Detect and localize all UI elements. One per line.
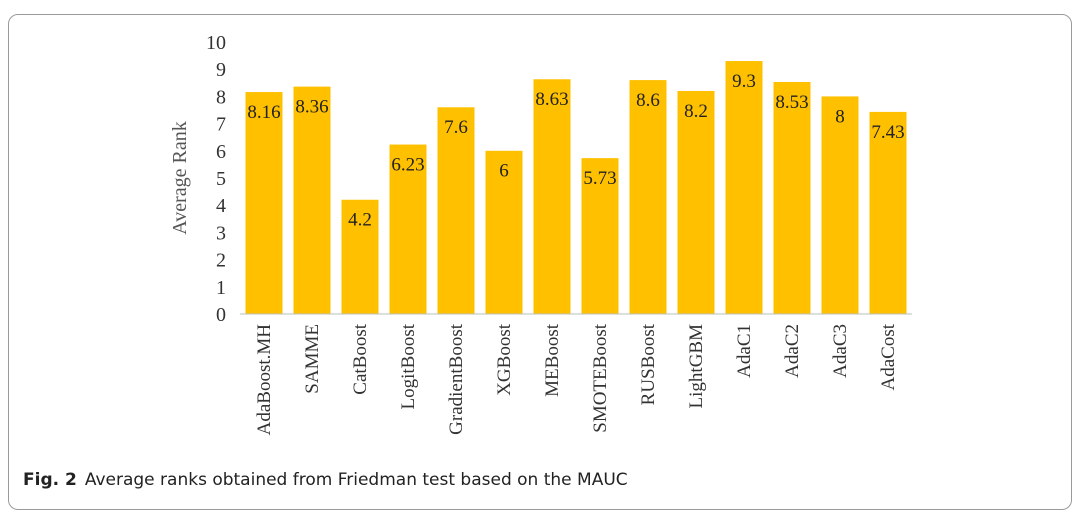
bar-data-label: 8.2 (684, 101, 708, 122)
bar (725, 61, 763, 314)
y-tick-label: 4 (216, 195, 226, 217)
y-tick-label: 2 (216, 250, 226, 272)
y-tick-label: 5 (216, 168, 226, 190)
x-category-label: LogitBoost (398, 323, 419, 409)
bar (581, 158, 619, 314)
bar (773, 81, 811, 314)
y-tick-label: 9 (216, 59, 226, 81)
y-tick-label: 0 (216, 304, 226, 326)
bars (245, 61, 907, 315)
x-category-label: MEBoost (542, 323, 563, 397)
figure-label: Fig. 2 (23, 470, 77, 490)
figure-caption: Fig. 2 Average ranks obtained from Friedm… (23, 470, 628, 490)
bar-data-label: 5.73 (583, 168, 616, 189)
x-category-label: GradientBoost (446, 323, 467, 435)
bar-data-label: 6 (499, 161, 509, 182)
bar (485, 150, 523, 314)
bar-data-label: 8.6 (636, 90, 660, 111)
bar-data-label: 8.63 (535, 89, 568, 110)
bar-data-label: 6.23 (391, 154, 424, 175)
y-axis-ticks: 0 1 2 3 4 5 6 7 8 9 10 (206, 32, 226, 326)
bar (869, 111, 907, 315)
bar (821, 96, 859, 315)
x-category-label: RUSBoost (638, 323, 659, 405)
bar-chart: 0 1 2 3 4 5 6 7 8 9 10 8.16 8.36 4.2 6.23 7.6 6 8.63 5.73… (169, 32, 912, 435)
bar-data-labels: 8.16 8.36 4.2 6.23 7.6 6 8.63 5.73 8.6 8.2 9.3 8.53… (247, 71, 904, 231)
x-category-label: AdaC1 (734, 324, 755, 378)
y-axis-title: Average Rank (169, 121, 191, 234)
bar (341, 199, 379, 314)
bar-data-label: 8.36 (295, 96, 328, 117)
bar-data-label: 8.16 (247, 102, 280, 123)
caption-text: Average ranks obtained from Friedman tes… (84, 470, 628, 490)
x-category-label: AdaBoost.MH (254, 324, 275, 436)
x-category-label: XGBoost (494, 323, 515, 396)
bar (437, 107, 475, 314)
bar (245, 92, 283, 314)
bar (533, 79, 571, 314)
y-tick-label: 8 (216, 86, 226, 108)
y-tick-label: 6 (216, 141, 226, 163)
x-category-label: LightGBM (686, 324, 707, 409)
bar (629, 80, 667, 314)
y-tick-label: 3 (216, 222, 226, 244)
y-tick-label: 10 (206, 32, 226, 54)
x-axis-category-labels: AdaBoost.MH SAMME CatBoost LogitBoost Gradie… (254, 323, 899, 435)
x-category-label: AdaC3 (830, 324, 851, 378)
x-category-label: SAMME (302, 324, 323, 394)
x-category-label: SMOTEBoost (590, 323, 611, 432)
bar-data-label: 9.3 (732, 71, 756, 92)
x-category-label: AdaC2 (782, 324, 803, 378)
bar-data-label: 8.53 (775, 92, 808, 113)
bar (677, 90, 715, 315)
x-category-label: CatBoost (350, 323, 371, 394)
bar-data-label: 7.43 (871, 122, 904, 143)
bar (293, 86, 331, 314)
bar-data-label: 8 (835, 106, 845, 127)
bar-data-label: 7.6 (444, 117, 468, 138)
y-tick-label: 1 (216, 277, 226, 299)
bar-data-label: 4.2 (348, 210, 372, 231)
y-tick-label: 7 (216, 114, 226, 136)
x-category-label: AdaCost (878, 323, 899, 390)
bar (389, 144, 427, 314)
